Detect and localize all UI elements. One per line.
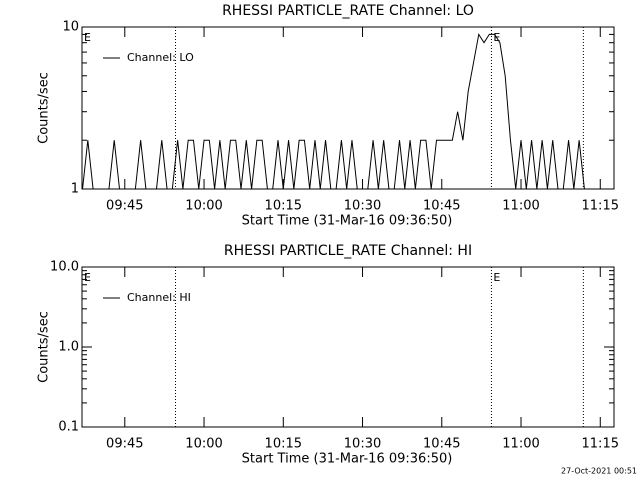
x-tick-label: 09:45 [106, 437, 143, 452]
legend-label: Channel: HI [127, 291, 191, 304]
x-tick-label: 11:00 [502, 437, 539, 452]
y-tick-label: 0.1 [58, 420, 79, 435]
chart-title: RHESSI PARTICLE_RATE Channel: HI [224, 243, 472, 259]
x-tick-label: 10:30 [344, 199, 381, 214]
y-tick-label: 1.0 [58, 340, 79, 355]
x-tick-label: 10:45 [423, 437, 460, 452]
x-tick-label: 11:15 [582, 199, 619, 214]
annotation: E [493, 271, 500, 284]
x-tick-label: 10:45 [423, 199, 460, 214]
x-tick-label: 10:00 [185, 437, 222, 452]
x-tick-label: 10:30 [344, 437, 381, 452]
y-axis-label: Counts/sec [37, 72, 52, 144]
x-tick-label: 11:15 [582, 437, 619, 452]
annotation: E [84, 271, 91, 284]
x-tick-label: 10:15 [265, 437, 302, 452]
x-tick-label: 09:45 [106, 199, 143, 214]
x-tick-label: 11:00 [502, 199, 539, 214]
plot-frame [81, 26, 615, 190]
legend-label: Channel: LO [127, 51, 194, 64]
annotation: E [84, 31, 91, 44]
footer: 27-Oct-2021 00:51 [561, 467, 637, 476]
x-axis-label: Start Time (31-Mar-16 09:36:50) [242, 214, 453, 229]
y-tick-label: 10 [62, 20, 79, 35]
chart-title: RHESSI PARTICLE_RATE Channel: LO [222, 3, 474, 19]
data-line [82, 33, 611, 190]
x-tick-label: 10:15 [265, 199, 302, 214]
x-axis-label: Start Time (31-Mar-16 09:36:50) [242, 452, 453, 467]
y-tick-label: 1 [71, 182, 79, 197]
y-axis-label: Counts/sec [37, 311, 52, 383]
x-tick-label: 10:00 [185, 199, 222, 214]
y-tick-label: 10.0 [50, 260, 79, 275]
